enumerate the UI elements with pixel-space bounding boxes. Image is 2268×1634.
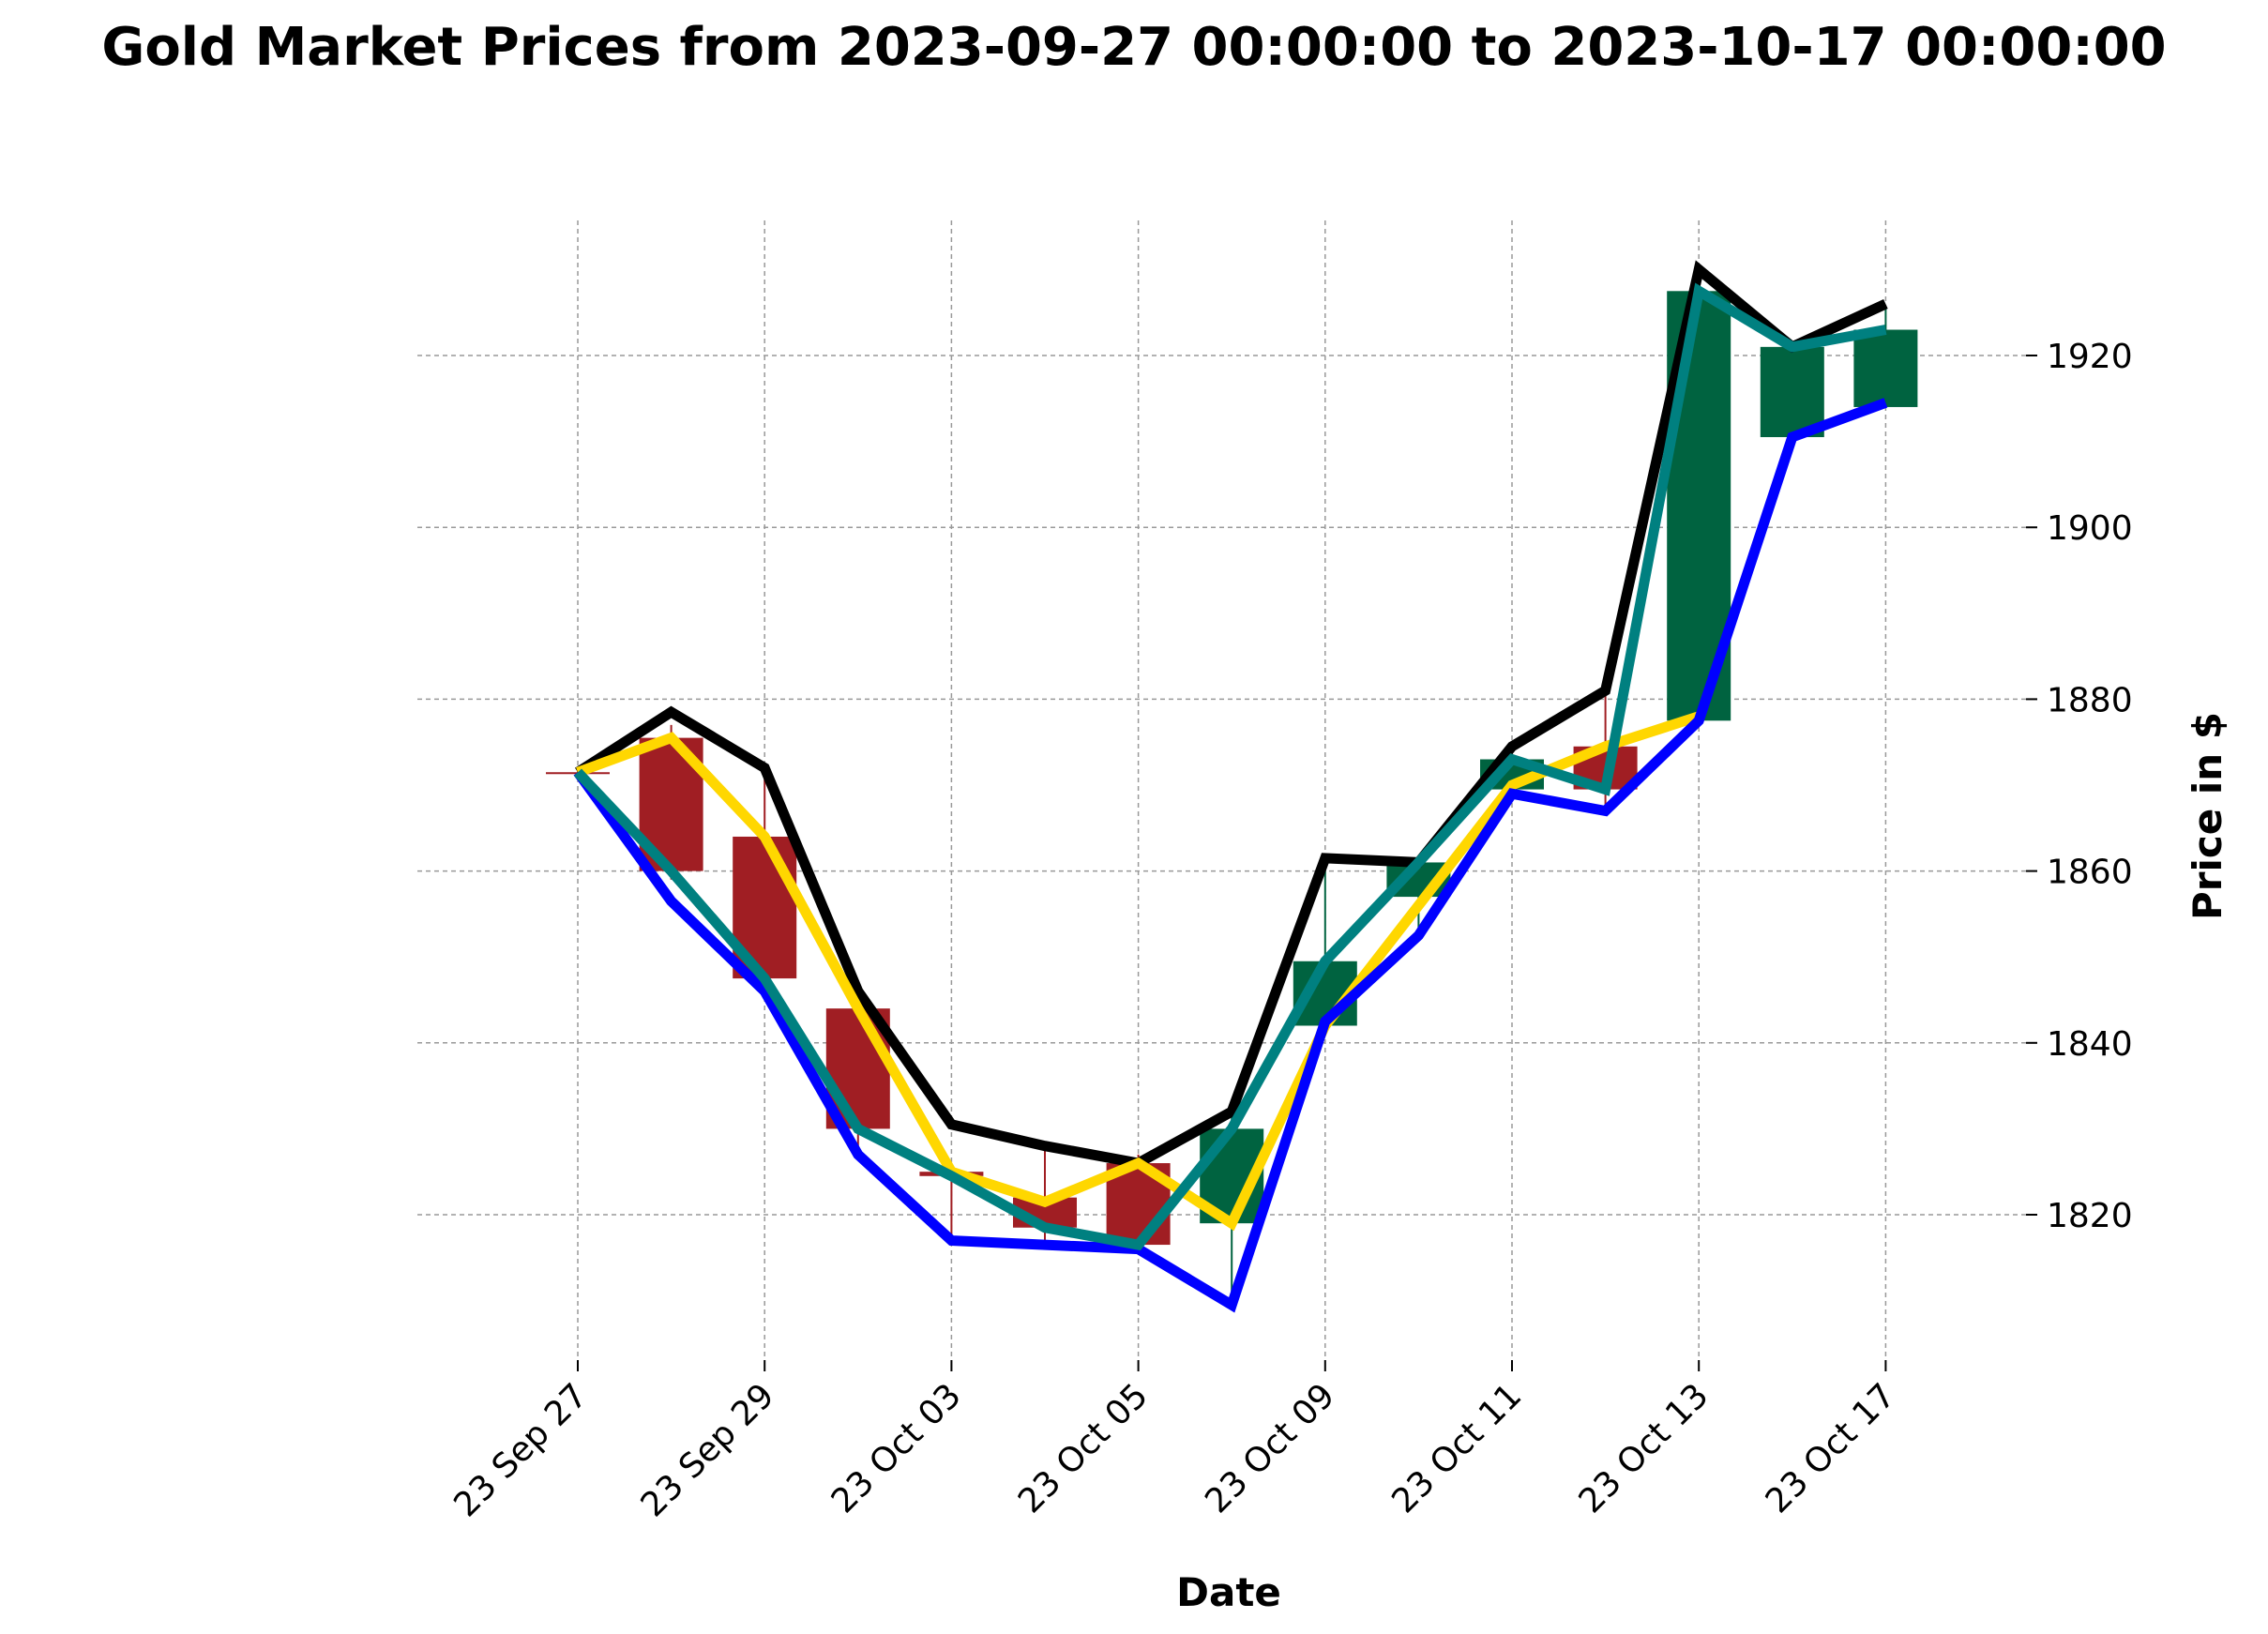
y-axis-label: Price in $ xyxy=(2185,712,2230,920)
x-tick-label: 23 Oct 05 xyxy=(1011,1376,1156,1521)
x-tick-label: 23 Oct 17 xyxy=(1759,1376,1903,1521)
y-tick-label: 1880 xyxy=(2047,681,2133,719)
y-axis: 1820 1840 1860 1880 1900 1920 xyxy=(2026,338,2133,1235)
x-tick-label: 23 Oct 03 xyxy=(824,1376,969,1521)
y-tick-label: 1820 xyxy=(2047,1197,2133,1235)
candle-body xyxy=(1853,329,1918,407)
y-tick-label: 1840 xyxy=(2047,1025,2133,1064)
series-line-1 xyxy=(575,260,1888,1169)
x-tick-label: 23 Sep 29 xyxy=(634,1376,782,1524)
series-line-2 xyxy=(576,711,1701,1232)
x-tick-label: 23 Oct 09 xyxy=(1198,1376,1342,1521)
y-tick-label: 1900 xyxy=(2047,509,2133,548)
series-line-4 xyxy=(574,282,1887,1251)
series-line-3 xyxy=(573,398,1888,1313)
y-tick-label: 1920 xyxy=(2047,338,2133,376)
x-tick-label: 23 Oct 13 xyxy=(1572,1376,1716,1521)
chart-title: Gold Market Prices from 2023-09-27 00:00… xyxy=(101,17,2167,78)
x-tick-label: 23 Sep 27 xyxy=(446,1376,595,1524)
candle-body xyxy=(1760,346,1824,438)
y-tick-label: 1860 xyxy=(2047,854,2133,892)
x-tick-label: 23 Oct 11 xyxy=(1384,1376,1529,1521)
x-axis-label: Date xyxy=(1176,1569,1281,1615)
series-lines xyxy=(573,260,1888,1313)
x-axis: 23 Sep 27 23 Sep 29 23 Oct 03 23 Oct 05 23 O… xyxy=(446,1360,1903,1524)
candles xyxy=(546,273,1918,1301)
